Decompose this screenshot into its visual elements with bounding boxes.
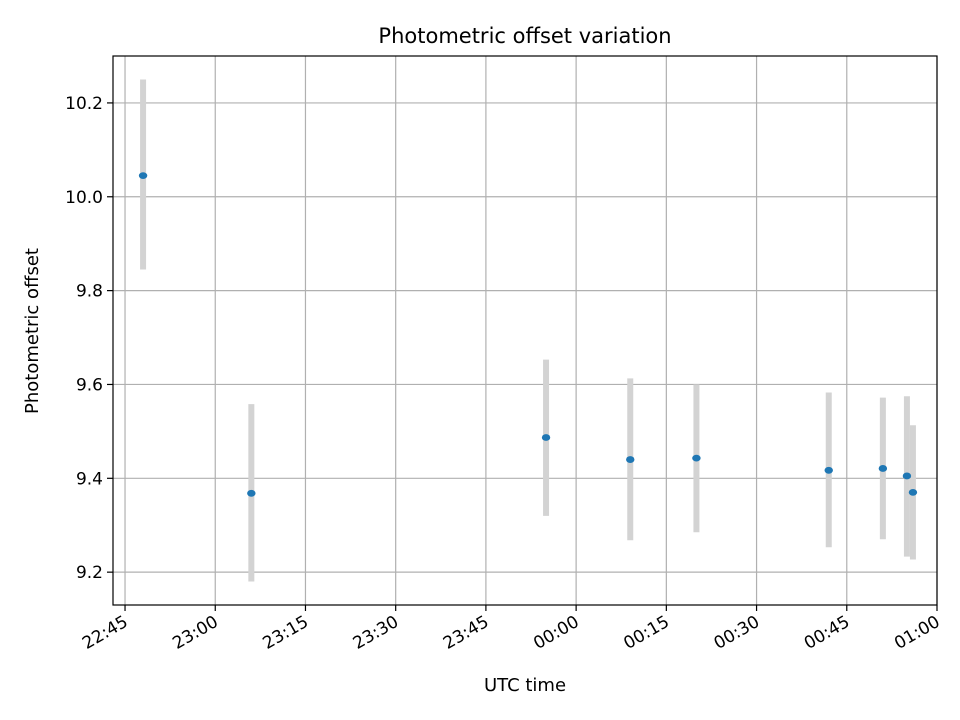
y-tick-label: 10.0 [65, 188, 103, 208]
y-tick-label: 9.2 [76, 563, 103, 583]
data-point [138, 172, 148, 180]
data-point [541, 434, 551, 441]
data-point [824, 466, 833, 474]
x-axis-label: UTC time [484, 675, 566, 696]
y-tick-label: 9.6 [76, 375, 103, 395]
y-tick-label: 9.4 [76, 469, 103, 489]
data-point [878, 465, 888, 472]
data-point [247, 489, 256, 497]
plot-frame [112, 55, 938, 606]
y-tick-label: 10.2 [65, 94, 103, 114]
data-point [908, 488, 918, 496]
data-point [902, 472, 912, 480]
data-points [138, 172, 918, 497]
y-axis-label: Photometric offset [22, 248, 43, 414]
y-axis-ticks: 9.2 9.4 9.6 9.8 10.0 10.2 [65, 94, 113, 583]
data-point [626, 456, 635, 463]
y-tick-label: 9.8 [76, 282, 103, 302]
chart-title: Photometric offset variation [378, 24, 671, 48]
data-point [692, 454, 701, 462]
